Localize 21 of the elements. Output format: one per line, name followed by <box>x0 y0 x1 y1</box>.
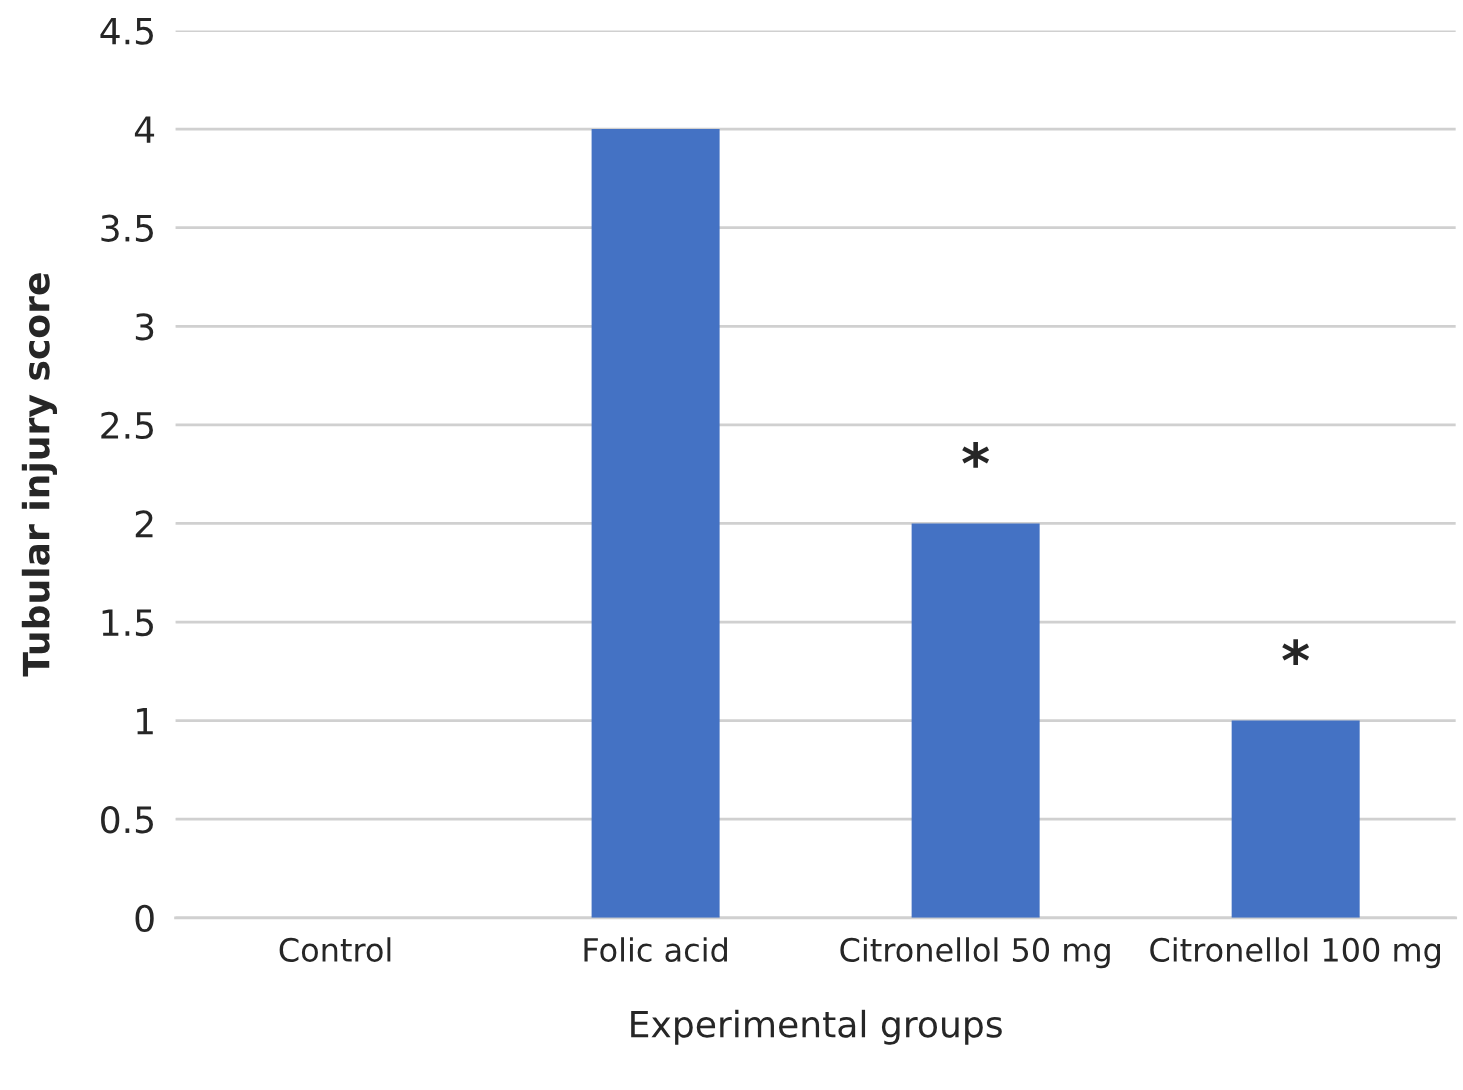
y-tick-label: 2 <box>135 510 153 538</box>
bar <box>1231 720 1360 918</box>
x-tick-label: Citronellol 100 mg <box>1150 937 1440 969</box>
x-axis-title: Experimental groups <box>631 1009 1002 1045</box>
bar <box>591 129 720 918</box>
y-tick-label: 1 <box>137 708 153 735</box>
y-tick-label: 0 <box>135 904 154 933</box>
x-tick-label: Citronellol 50 mg <box>840 937 1110 969</box>
annotation: * <box>1282 639 1310 665</box>
annotation: * <box>962 441 990 468</box>
y-tick-label: 4 <box>134 116 155 143</box>
y-tick-label: 3 <box>135 313 154 341</box>
y-tick-label: 3.5 <box>101 214 153 242</box>
y-tick-label: 4.5 <box>100 17 153 45</box>
y-tick-label: 0.5 <box>101 806 153 834</box>
y-axis-title: Tubular injury score <box>21 273 58 677</box>
y-tick-label: 1.5 <box>102 609 153 637</box>
x-tick-label: Control <box>279 937 391 962</box>
x-tick-label: Folic acid <box>584 937 727 962</box>
bar <box>911 523 1040 918</box>
y-tick-label: 2.5 <box>101 411 153 440</box>
